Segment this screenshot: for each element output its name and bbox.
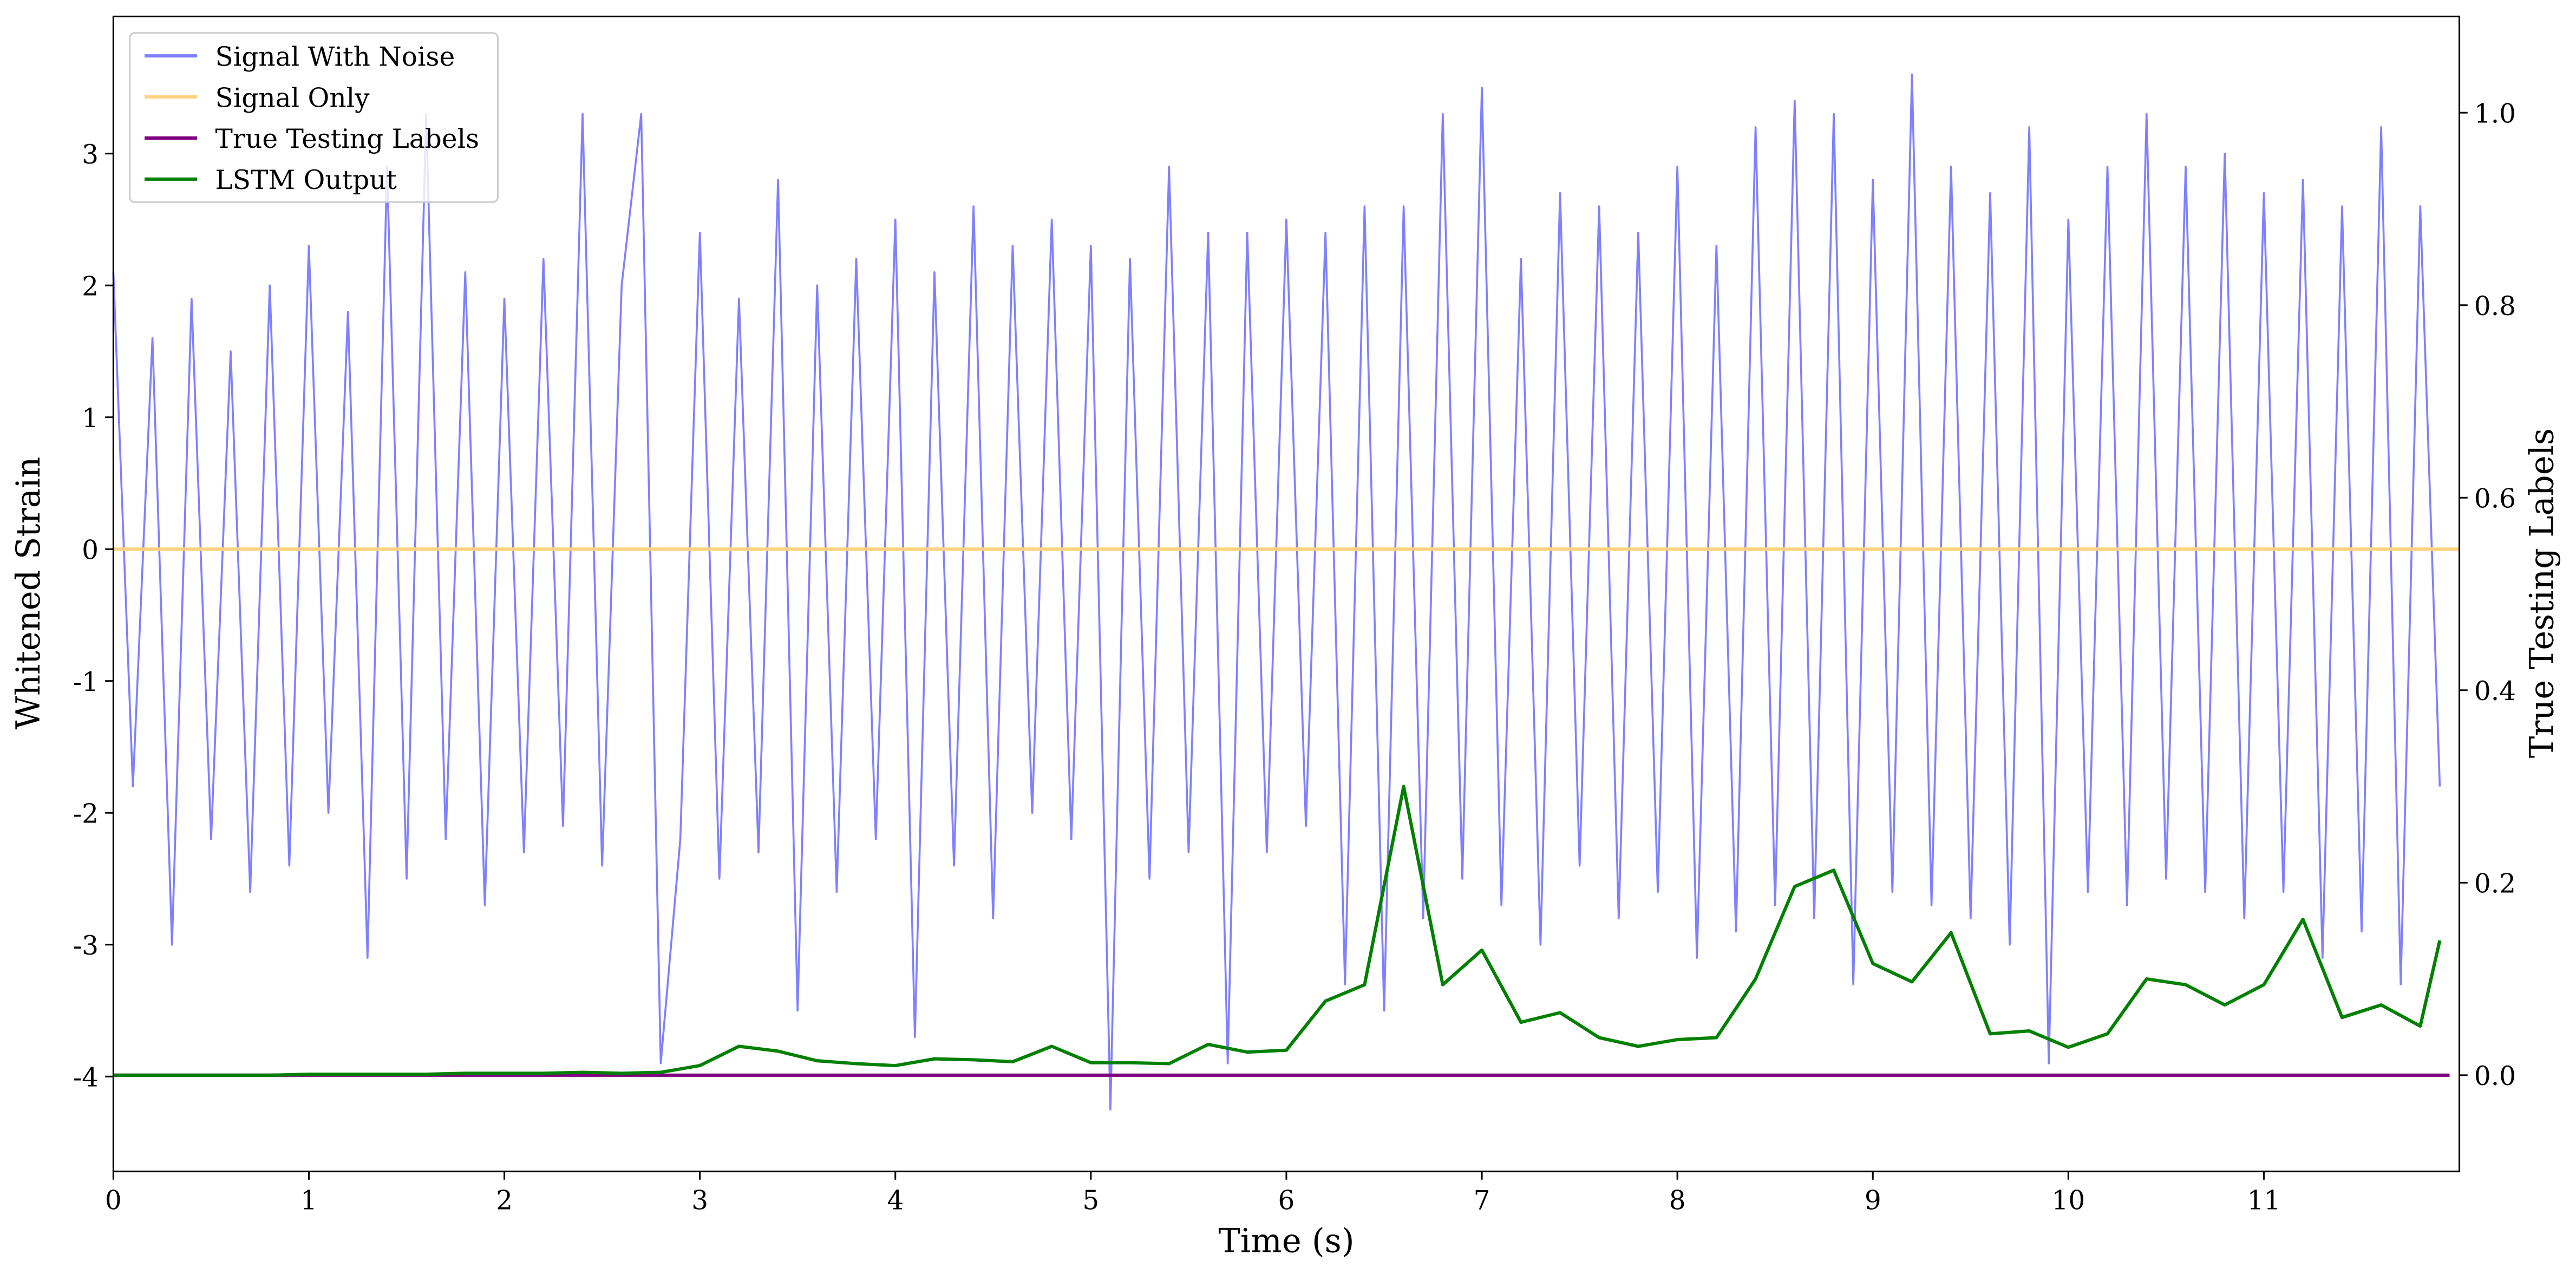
y-tick-label: -1 bbox=[73, 667, 99, 697]
x-tick-label: 2 bbox=[496, 1185, 513, 1216]
y2-tick-label: 0.4 bbox=[2474, 676, 2516, 707]
y-tick-label: -2 bbox=[73, 799, 99, 829]
x-axis-label: Time (s) bbox=[1218, 1222, 1354, 1260]
y2-tick-label: 1.0 bbox=[2474, 99, 2516, 129]
series-line bbox=[113, 785, 2442, 1077]
x-tick-label: 8 bbox=[1669, 1185, 1686, 1216]
legend-label: LSTM Output bbox=[215, 165, 397, 195]
y-tick-label: -4 bbox=[73, 1062, 99, 1093]
y-tick-label: 0 bbox=[82, 535, 99, 565]
x-tick-label: 6 bbox=[1278, 1185, 1295, 1216]
y-tick-label: -3 bbox=[73, 931, 99, 961]
y2-tick-label: 0.2 bbox=[2474, 869, 2516, 899]
x-tick-label: 5 bbox=[1082, 1185, 1099, 1216]
y2-tick-label: 0.6 bbox=[2474, 484, 2516, 514]
plot-frame bbox=[112, 15, 2461, 1173]
legend-label: True Testing Labels bbox=[215, 124, 480, 154]
x-tick-label: 11 bbox=[2247, 1185, 2281, 1216]
y-axis-label: Whitened Strain bbox=[10, 457, 48, 730]
y2-tick-label: 0.0 bbox=[2474, 1061, 2516, 1092]
legend-label: Signal Only bbox=[215, 83, 370, 113]
legend: Signal With Noise Signal Only True Testing… bbox=[129, 32, 499, 203]
series-line bbox=[112, 73, 2441, 1110]
x-tick-label: 1 bbox=[300, 1185, 317, 1216]
y-tick-label: 3 bbox=[82, 140, 99, 170]
legend-label: Signal With Noise bbox=[215, 42, 455, 72]
x-tick-label: 9 bbox=[1865, 1185, 1881, 1216]
x-tick-label: 10 bbox=[2051, 1185, 2085, 1216]
y-tick-label: 2 bbox=[82, 271, 99, 302]
x-tick-label: 3 bbox=[691, 1185, 708, 1216]
x-tick-label: 0 bbox=[105, 1185, 122, 1216]
legend-box bbox=[129, 32, 499, 203]
y-tick-label: 1 bbox=[82, 403, 99, 434]
y2-axis-label: True Testing Labels bbox=[2523, 428, 2561, 758]
x-tick-label: 7 bbox=[1474, 1185, 1490, 1216]
x-tick-label: 4 bbox=[887, 1185, 904, 1216]
y2-tick-label: 0.8 bbox=[2474, 291, 2516, 322]
